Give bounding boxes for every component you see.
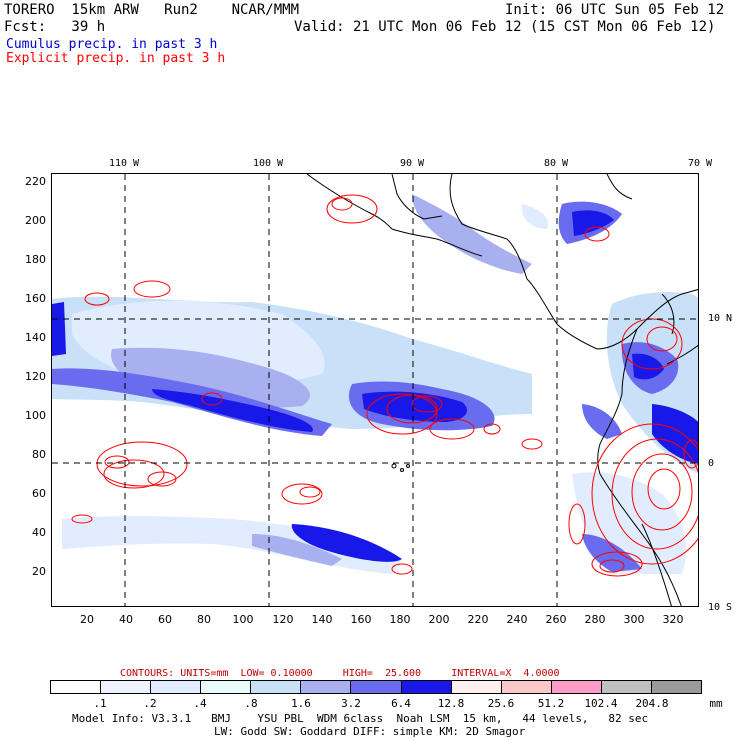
y-tick: 80: [32, 448, 46, 461]
model-info-line1: Model Info: V3.3.1 BMJ YSU PBL WDM 6clas…: [72, 712, 649, 725]
lat-label-10s: 10 S: [708, 602, 733, 613]
x-tick: 300: [623, 613, 645, 626]
colorbar-label: .2: [143, 697, 157, 710]
x-tick: 240: [506, 613, 528, 626]
x-tick: 160: [350, 613, 372, 626]
colorbar-label: .8: [244, 697, 258, 710]
colorbar-bin: [651, 681, 702, 693]
lat-label-10n: 10 N: [708, 313, 733, 324]
coastlines: [306, 174, 698, 606]
colorbar-bin: [501, 681, 552, 693]
colorbar-label: 25.6: [487, 697, 515, 710]
contour-interval: INTERVAL=X 4.0000: [451, 668, 560, 679]
colorbar-label: 204.8: [635, 697, 669, 710]
y-tick: 200: [25, 214, 46, 227]
precip-map: [51, 173, 699, 607]
y-tick: 120: [25, 370, 46, 383]
colorbar-bin: [401, 681, 452, 693]
map-graphic: [52, 174, 698, 606]
x-tick: 100: [232, 613, 254, 626]
x-tick: 60: [158, 613, 172, 626]
colorbar-label: 12.8: [437, 697, 465, 710]
colorbar-bin: [601, 681, 652, 693]
cumulus-precip-fields: [52, 194, 698, 574]
y-tick: 60: [32, 487, 46, 500]
colorbar-label: 3.2: [341, 697, 361, 710]
y-tick: 40: [32, 526, 46, 539]
colorbar-bin: [451, 681, 502, 693]
y-tick: 160: [25, 292, 46, 305]
x-tick: 220: [467, 613, 489, 626]
colorbar-units: mm: [709, 697, 723, 710]
galapagos-islands: [391, 463, 410, 472]
colorbar-bin: [151, 681, 202, 693]
lon-label-70w: 70 W: [687, 158, 713, 169]
lon-label-110w: 110 W: [108, 158, 140, 169]
colorbar-label: .1: [93, 697, 107, 710]
colorbar-bin: [301, 681, 352, 693]
contour-low: LOW= 0.10000: [240, 668, 313, 679]
x-tick: 40: [119, 613, 133, 626]
model-info-line2: LW: Godd SW: Goddard DIFF: simple KM: 2D…: [214, 725, 526, 738]
x-tick: 80: [197, 613, 211, 626]
lat-label-0: 0: [708, 458, 715, 469]
lon-label-100w: 100 W: [252, 158, 284, 169]
colorbar-label: .4: [193, 697, 207, 710]
valid-time: Valid: 21 UTC Mon 06 Feb 12 (15 CST Mon …: [294, 19, 716, 35]
contour-high: HIGH= 25.600: [342, 668, 422, 679]
x-tick: 200: [428, 613, 450, 626]
colorbar-label: 6.4: [391, 697, 411, 710]
x-tick: 120: [272, 613, 294, 626]
lon-label-90w: 90 W: [399, 158, 425, 169]
colorbar-bin: [551, 681, 602, 693]
graticule: [52, 174, 698, 606]
explicit-legend: Explicit precip. in past 3 h: [6, 51, 226, 66]
x-tick: 180: [389, 613, 411, 626]
colorbar-bin: [101, 681, 152, 693]
colorbar-bin: [351, 681, 402, 693]
contour-units: UNITS=mm: [180, 668, 229, 679]
colorbar-label: 1.6: [291, 697, 311, 710]
x-tick: 320: [662, 613, 684, 626]
cumulus-legend: Cumulus precip. in past 3 h: [6, 37, 218, 52]
x-tick: 280: [584, 613, 606, 626]
y-tick: 20: [32, 565, 46, 578]
colorbar-label: 102.4: [584, 697, 618, 710]
x-tick: 140: [311, 613, 333, 626]
y-tick: 180: [25, 253, 46, 266]
lon-label-80w: 80 W: [543, 158, 569, 169]
y-tick: 100: [25, 409, 46, 422]
y-tick: 140: [25, 331, 46, 344]
explicit-precip-contours: [71, 194, 698, 577]
x-tick: 20: [80, 613, 94, 626]
contour-info: CONTOURS: UNITS=mm LOW= 0.10000 HIGH= 25…: [50, 668, 560, 679]
forecast-hour: Fcst: 39 h: [4, 19, 106, 35]
init-time: Init: 06 UTC Sun 05 Feb 12: [505, 2, 725, 18]
colorbar-bin: [51, 681, 102, 693]
run-title: TORERO 15km ARW Run2 NCAR/MMM: [4, 2, 300, 18]
colorbar-bin: [201, 681, 252, 693]
colorbar-label: 51.2: [537, 697, 565, 710]
precip-colorbar: [50, 680, 702, 694]
y-tick: 220: [25, 175, 46, 188]
contour-label: CONTOURS:: [120, 668, 175, 679]
x-tick: 260: [545, 613, 567, 626]
colorbar-bin: [251, 681, 302, 693]
